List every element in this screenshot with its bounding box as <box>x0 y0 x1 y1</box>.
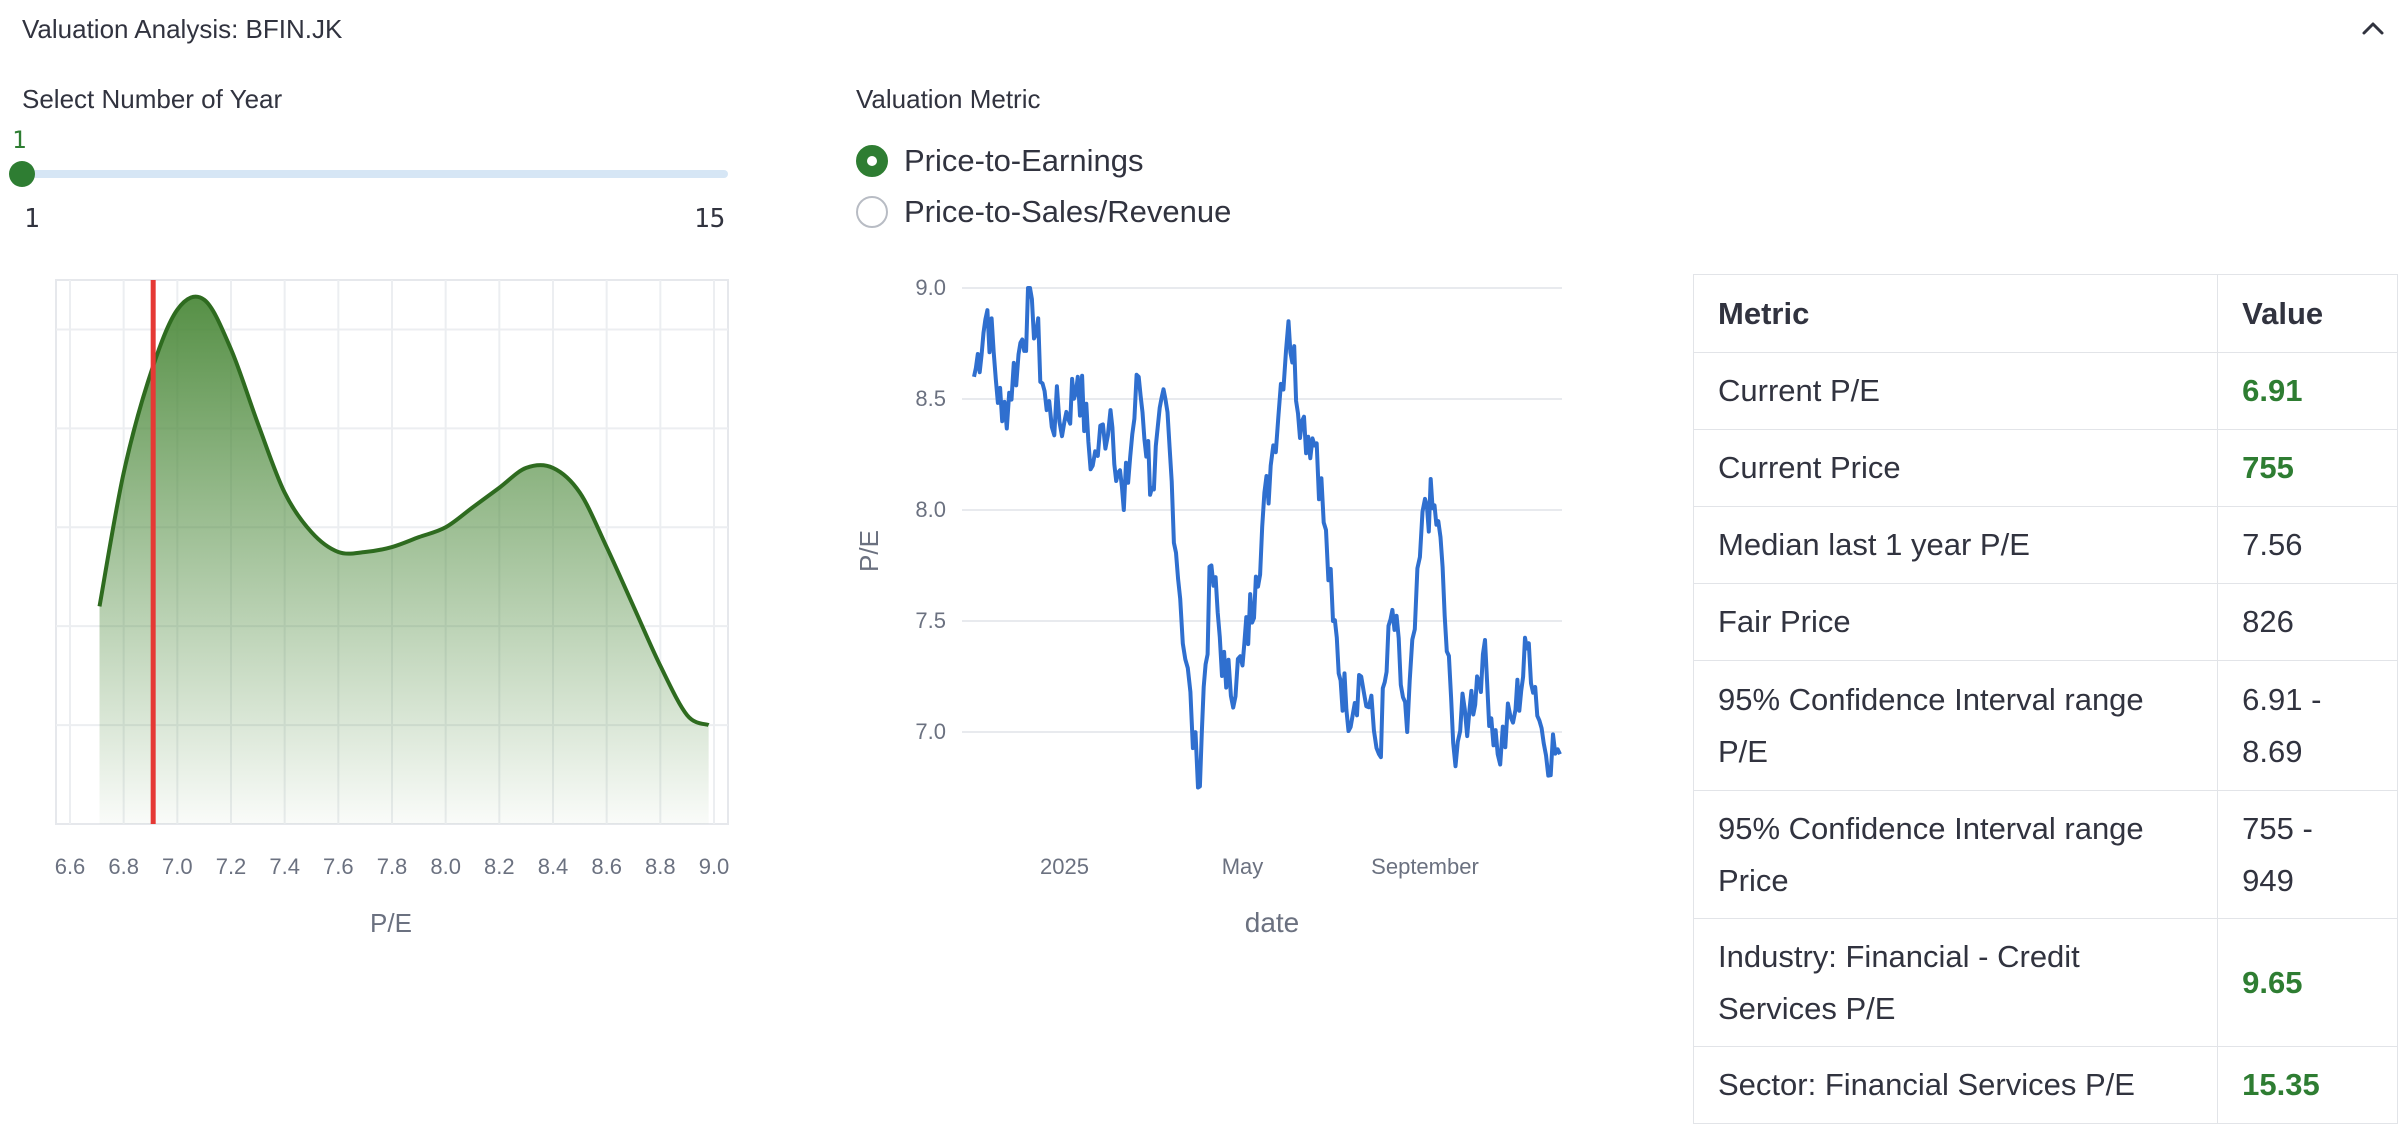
density-x-tick-label: 6.6 <box>55 854 86 879</box>
line-x-axis-label: date <box>1245 907 1300 938</box>
metric-cell: Current P/E <box>1692 352 2219 430</box>
metrics-table: Metric Value Current P/E 6.91 Current Pric… <box>1692 274 2398 1124</box>
value-cell: 9.65 <box>2217 918 2398 1047</box>
line-x-tick-label: 2025 <box>1040 854 1089 879</box>
expander-title: Valuation Analysis: BFIN.JK <box>22 14 343 44</box>
density-area <box>99 296 709 824</box>
density-x-tick-label: 8.0 <box>430 854 461 879</box>
density-x-tick-label: 7.8 <box>377 854 408 879</box>
density-x-tick-label: 8.4 <box>538 854 569 879</box>
column-header-metric: Metric <box>1692 274 2219 353</box>
density-x-tick-label: 7.6 <box>323 854 354 879</box>
value-cell: 6.91 - 8.69 <box>2217 660 2398 791</box>
value-cell: 755 - 949 <box>2217 790 2398 919</box>
metric-cell: Current Price <box>1692 429 2219 507</box>
value-cell: 826 <box>2217 583 2398 661</box>
radio-option-price-to-sales[interactable]: Price-to-Sales/Revenue <box>856 192 1231 232</box>
chevron-up-icon[interactable] <box>2358 14 2388 44</box>
line-y-tick-label: 8.0 <box>915 497 946 522</box>
slider-track[interactable] <box>22 170 728 178</box>
density-x-tick-label: 6.8 <box>108 854 139 879</box>
table-row: Sector: Financial Services P/E 15.35 <box>1692 1046 2398 1124</box>
pe-history-line-chart: 9.0 8.5 8.0 7.5 7.0 2025 May September P/E dat… <box>854 275 1562 938</box>
value-cell: 6.91 <box>2217 352 2398 430</box>
value-cell: 7.56 <box>2217 506 2398 584</box>
metric-cell: Fair Price <box>1692 583 2219 661</box>
slider-label: Select Number of Year <box>22 84 283 114</box>
metric-cell: Sector: Financial Services P/E <box>1692 1046 2219 1124</box>
line-y-axis-label: P/E <box>854 530 884 572</box>
density-x-tick-label: 8.6 <box>591 854 622 879</box>
radio-group-label: Valuation Metric <box>856 84 1041 114</box>
slider-min-label: 1 <box>24 204 40 234</box>
pe-density-chart: 6.6 6.8 7.0 7.2 7.4 7.6 7.8 8.0 8.2 8.4 8.6 8.8 9.0 … <box>55 279 730 938</box>
metric-cell: 95% Confidence Interval range Price <box>1692 790 2219 919</box>
table-row: 95% Confidence Interval range Price 755 -… <box>1692 790 2398 919</box>
line-y-tick-label: 8.5 <box>915 386 946 411</box>
line-y-tick-label: 7.0 <box>915 719 946 744</box>
radio-option-price-to-earnings[interactable]: Price-to-Earnings <box>856 141 1143 181</box>
slider-thumb[interactable] <box>9 161 35 187</box>
radio-checked-icon[interactable] <box>856 145 888 177</box>
table-row: Current Price 755 <box>1692 429 2398 507</box>
density-x-axis-label: P/E <box>370 908 412 938</box>
value-cell: 15.35 <box>2217 1046 2398 1124</box>
line-y-tick-label: 9.0 <box>915 275 946 300</box>
column-header-value: Value <box>2217 274 2398 353</box>
value-cell: 755 <box>2217 429 2398 507</box>
slider-current-value: 1 <box>12 126 27 154</box>
line-x-tick-label: May <box>1222 854 1264 879</box>
table-header-row: Metric Value <box>1692 274 2398 353</box>
radio-unchecked-icon[interactable] <box>856 196 888 228</box>
table-row: Fair Price 826 <box>1692 583 2398 661</box>
density-x-tick-label: 8.8 <box>645 854 676 879</box>
density-x-tick-label: 7.4 <box>269 854 300 879</box>
density-line <box>97 294 710 727</box>
expander-header[interactable]: Valuation Analysis: BFIN.JK <box>0 0 2406 62</box>
slider-max-label: 15 <box>694 204 726 234</box>
table-row: Current P/E 6.91 <box>1692 352 2398 430</box>
density-x-tick-label: 7.0 <box>162 854 193 879</box>
radio-option-label: Price-to-Earnings <box>904 143 1144 178</box>
metric-cell: Industry: Financial - Credit Services P/… <box>1692 918 2219 1047</box>
density-x-tick-label: 7.2 <box>216 854 247 879</box>
line-y-tick-label: 7.5 <box>915 608 946 633</box>
density-x-tick-label: 9.0 <box>699 854 730 879</box>
density-x-tick-label: 8.2 <box>484 854 515 879</box>
metric-cell: 95% Confidence Interval range P/E <box>1692 660 2219 791</box>
pe-history-line <box>972 286 1562 790</box>
table-row: Median last 1 year P/E 7.56 <box>1692 506 2398 584</box>
table-row: Industry: Financial - Credit Services P/… <box>1692 918 2398 1047</box>
radio-option-label: Price-to-Sales/Revenue <box>904 194 1232 229</box>
line-x-tick-label: September <box>1371 854 1479 879</box>
table-row: 95% Confidence Interval range P/E 6.91 - … <box>1692 660 2398 791</box>
metric-cell: Median last 1 year P/E <box>1692 506 2219 584</box>
